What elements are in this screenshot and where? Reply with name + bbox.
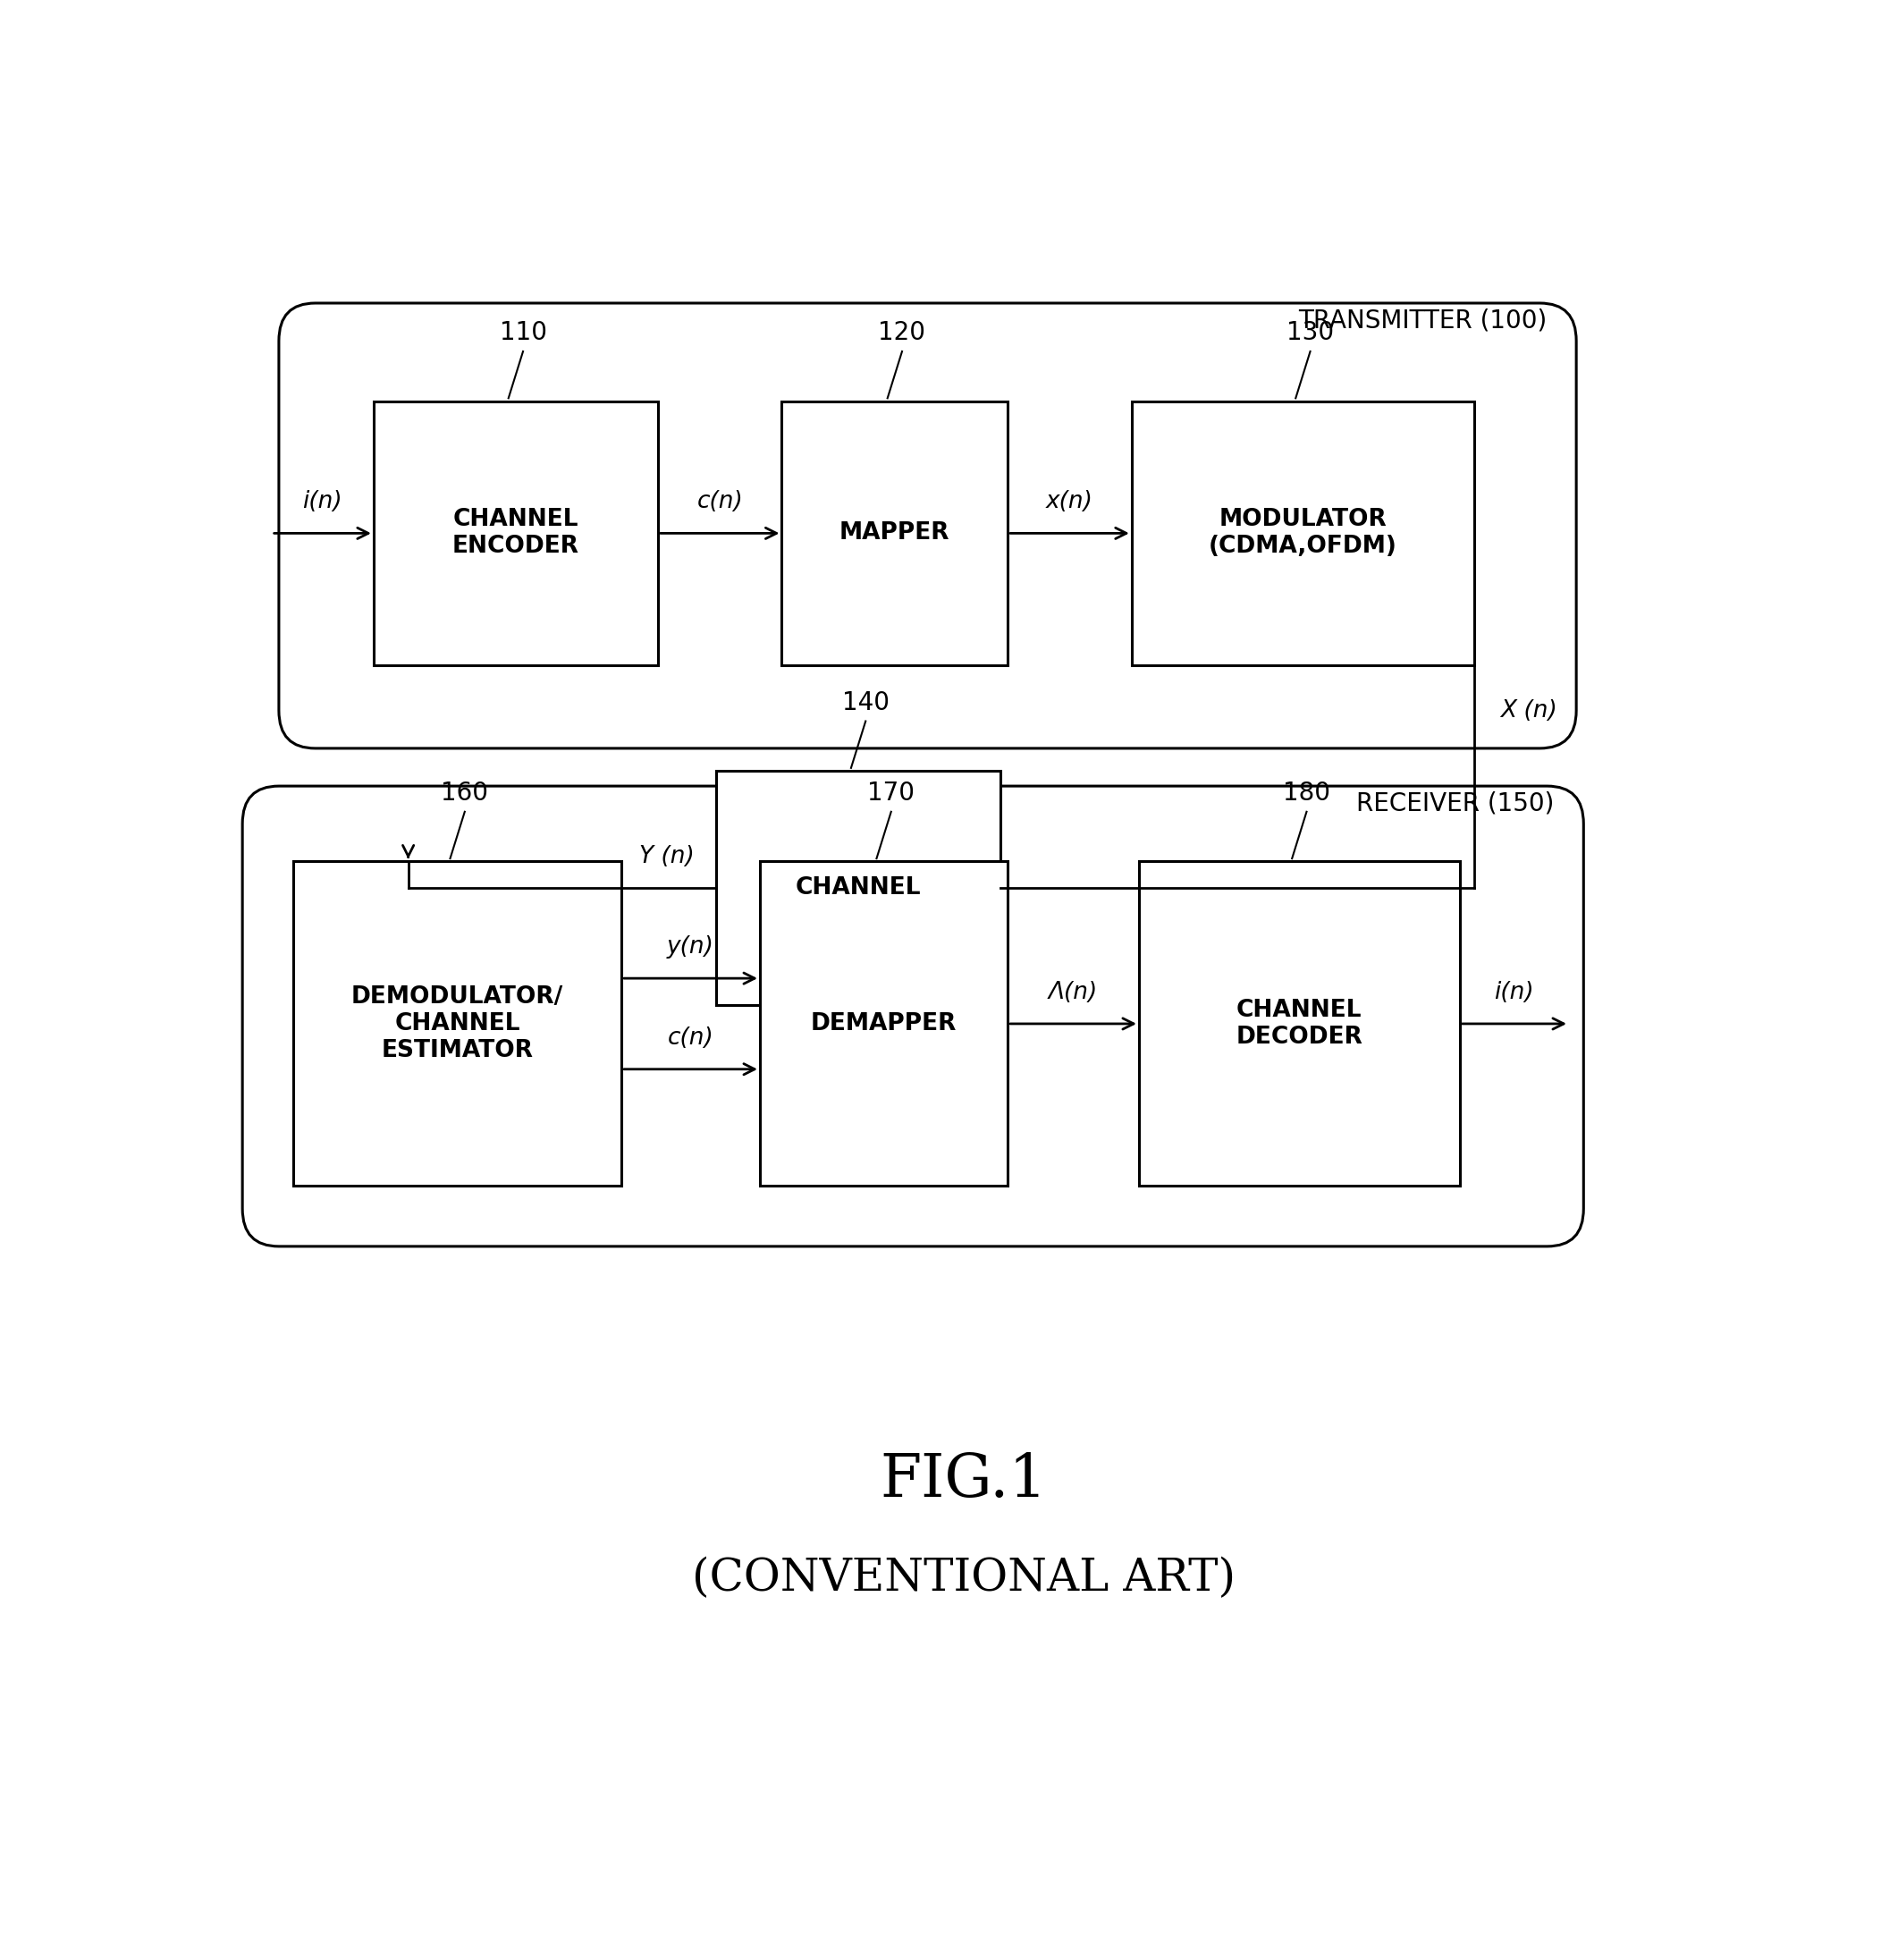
Text: 120: 120	[878, 319, 925, 345]
Text: DEMAPPER: DEMAPPER	[811, 1011, 957, 1035]
Text: DEMODULATOR/
CHANNEL
ESTIMATOR: DEMODULATOR/ CHANNEL ESTIMATOR	[352, 986, 564, 1062]
Bar	[293, 862, 621, 1186]
Text: MODULATOR
(CDMA,OFDM): MODULATOR (CDMA,OFDM)	[1209, 508, 1398, 559]
Text: Λ(n): Λ(n)	[1048, 980, 1099, 1004]
Text: RECEIVER (150): RECEIVER (150)	[1356, 792, 1554, 815]
Text: c(n): c(n)	[668, 1027, 713, 1049]
Bar	[717, 770, 1001, 1005]
Text: c(n): c(n)	[696, 490, 743, 514]
Text: y(n): y(n)	[668, 935, 715, 958]
Bar	[1132, 402, 1475, 664]
Text: 110: 110	[498, 319, 547, 345]
Text: TRANSMITTER (100): TRANSMITTER (100)	[1298, 308, 1548, 333]
Text: 180: 180	[1283, 780, 1330, 806]
Text: x(n): x(n)	[1046, 490, 1093, 514]
Text: Y (n): Y (n)	[640, 845, 694, 868]
Text: i(n): i(n)	[1494, 980, 1535, 1004]
Text: i(n): i(n)	[303, 490, 342, 514]
Text: (CONVENTIONAL ART): (CONVENTIONAL ART)	[692, 1556, 1236, 1601]
FancyBboxPatch shape	[278, 304, 1576, 749]
Bar	[782, 402, 1008, 664]
Text: CHANNEL
DECODER: CHANNEL DECODER	[1236, 1000, 1362, 1049]
Text: MAPPER: MAPPER	[839, 521, 950, 545]
Text: 140: 140	[843, 690, 890, 715]
Bar	[374, 402, 658, 664]
Bar	[1140, 862, 1460, 1186]
Text: X (n): X (n)	[1501, 700, 1557, 721]
Text: CHANNEL: CHANNEL	[796, 876, 922, 900]
Text: 170: 170	[867, 780, 914, 806]
Text: 130: 130	[1287, 319, 1334, 345]
FancyBboxPatch shape	[243, 786, 1584, 1247]
Text: FIG.1: FIG.1	[880, 1450, 1048, 1509]
Bar	[760, 862, 1008, 1186]
Text: 160: 160	[440, 780, 489, 806]
Text: CHANNEL
ENCODER: CHANNEL ENCODER	[451, 508, 579, 559]
